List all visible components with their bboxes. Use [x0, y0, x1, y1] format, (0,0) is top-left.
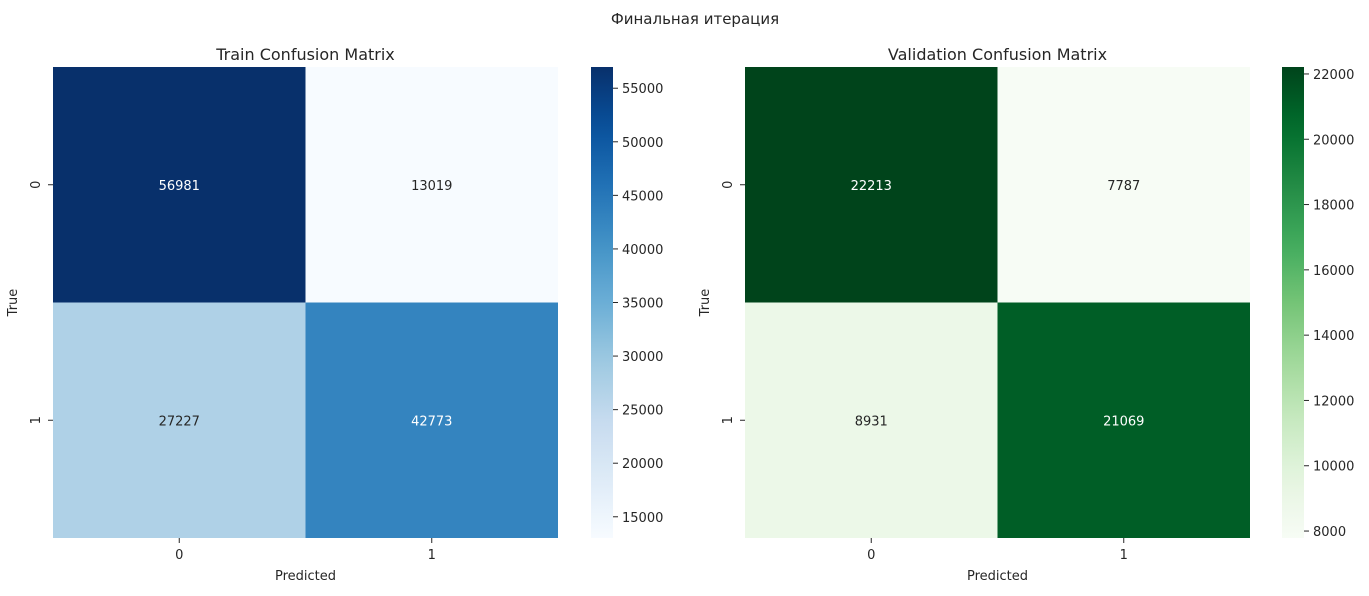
cell-value-label-1-0: 8931: [855, 414, 888, 429]
colorbar-tick-label-7: 50000: [622, 136, 663, 151]
colorbar-tick-label-0: 8000: [1313, 525, 1346, 540]
y-axis-label: True: [6, 289, 21, 318]
heatmap-cell-0-0: [745, 67, 998, 303]
colorbar-tick-label-2: 25000: [622, 404, 663, 419]
cell-value-label-0-1: 13019: [411, 179, 452, 194]
figure-suptitle: Финальная итерация: [611, 10, 779, 28]
heatmap-cell-1-1: [997, 302, 1250, 538]
colorbar-tick-label-1: 10000: [1313, 460, 1354, 475]
x-tick-label-0: 0: [175, 548, 183, 563]
colorbar-tick-label-3: 14000: [1313, 329, 1354, 344]
colorbar-tick-label-4: 35000: [622, 297, 663, 312]
heatmap-cell-1-0: [745, 302, 998, 538]
colorbar-tick-label-6: 20000: [1313, 133, 1354, 148]
cell-value-label-0-0: 56981: [159, 179, 200, 194]
cell-value-label-1-1: 42773: [411, 414, 452, 429]
cell-value-label-0-0: 22213: [851, 179, 892, 194]
colorbar-tick-label-6: 45000: [622, 189, 663, 204]
colorbar: [1282, 67, 1304, 538]
cell-value-label-1-1: 21069: [1103, 414, 1144, 429]
colorbar-tick-label-5: 18000: [1313, 199, 1354, 214]
heatmap-cell-1-1: [305, 302, 558, 538]
heatmap-panel-1: 22213 7787 8931 21069 0 1 0 1 Validation Confusi…: [698, 45, 1354, 584]
x-axis-label: Predicted: [275, 569, 336, 584]
x-axis-label: Predicted: [967, 569, 1028, 584]
heatmap-cell-0-0: [53, 67, 306, 303]
heatmap-panel-0: 56981 13019 27227 42773 0 1 0 1 Train Confusion …: [6, 45, 663, 584]
heatmap-cell-0-1: [305, 67, 558, 303]
colorbar-tick-label-7: 22000: [1313, 68, 1354, 83]
chart-title: Validation Confusion Matrix: [888, 45, 1107, 64]
cell-value-label-1-0: 27227: [159, 414, 200, 429]
y-tick-label-1: 1: [721, 416, 736, 424]
colorbar-tick-label-4: 16000: [1313, 264, 1354, 279]
x-tick-label-1: 1: [428, 548, 436, 563]
y-axis-label: True: [698, 289, 713, 318]
colorbar-tick-label-8: 55000: [622, 82, 663, 97]
colorbar-tick-label-0: 15000: [622, 511, 663, 526]
colorbar-tick-label-1: 20000: [622, 457, 663, 472]
colorbar-tick-label-5: 40000: [622, 243, 663, 258]
y-tick-label-0: 0: [721, 181, 736, 189]
colorbar-tick-label-2: 12000: [1313, 394, 1354, 409]
y-tick-label-0: 0: [29, 181, 44, 189]
heatmap-cell-0-1: [997, 67, 1250, 303]
chart-title: Train Confusion Matrix: [215, 45, 395, 64]
colorbar-tick-label-3: 30000: [622, 350, 663, 365]
heatmap-cell-1-0: [53, 302, 306, 538]
x-tick-label-0: 0: [867, 548, 875, 563]
colorbar: [591, 67, 613, 538]
x-tick-label-1: 1: [1120, 548, 1128, 563]
cell-value-label-0-1: 7787: [1107, 179, 1140, 194]
y-tick-label-1: 1: [29, 416, 44, 424]
